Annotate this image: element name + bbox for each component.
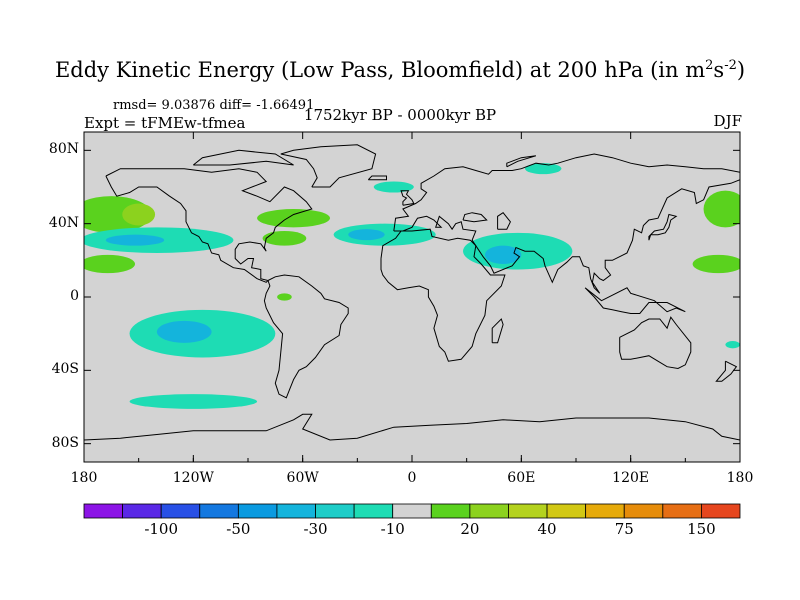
coastline-africa <box>380 228 506 362</box>
lat-label: 40N <box>48 214 79 231</box>
lat-label: 80S <box>51 434 79 451</box>
colorbar-swatch <box>353 503 394 519</box>
anomaly-field <box>84 163 740 409</box>
anomaly-region-negative <box>105 234 165 246</box>
anomaly-region-negative <box>725 341 740 349</box>
coastline-black-sea <box>462 212 488 223</box>
coastline-hudson-islands <box>192 149 294 166</box>
colorbar-swatch <box>199 503 239 519</box>
experiment-label: Expt = tFMEw-tfmea <box>84 114 246 132</box>
colorbar-swatch <box>392 503 432 519</box>
lon-label: 180 <box>726 470 754 486</box>
axis-ticks <box>83 132 741 462</box>
coastlines <box>84 144 740 441</box>
coastline-greenland <box>280 144 377 188</box>
season-label: DJF <box>713 112 742 130</box>
coastline-iceland <box>367 175 387 181</box>
lat-label: 40S <box>51 361 79 378</box>
colorbar-swatch <box>662 503 702 519</box>
colorbar-swatch <box>83 503 123 519</box>
colorbar-swatch <box>623 503 664 519</box>
coastline-europe-asia <box>393 153 740 294</box>
anomaly-region-negative <box>484 245 522 264</box>
colorbar-swatch <box>160 503 201 519</box>
lon-label: 60E <box>507 470 536 486</box>
coastline-south-america <box>263 274 349 399</box>
anomaly-region-negative <box>373 181 414 193</box>
colorbar-swatch <box>276 503 316 519</box>
period-label: 1752kyr BP - 0000kyr BP <box>303 106 497 124</box>
lon-label: 120E <box>612 470 650 486</box>
colorbar <box>83 503 741 519</box>
colorbar-label: -10 <box>380 520 405 538</box>
coastline-indonesia <box>584 287 686 314</box>
anomaly-region-negative <box>156 320 212 343</box>
coastline-caspian <box>497 212 511 230</box>
lon-label: 180 <box>70 470 98 486</box>
statistics-label: rmsd= 9.03876 diff= -1.66491 <box>113 98 315 113</box>
lat-label: 0 <box>70 288 79 304</box>
anomaly-region-positive <box>122 203 156 226</box>
colorbar-label: 150 <box>687 520 716 538</box>
coastline-north-america <box>105 168 313 283</box>
colorbar-label: -30 <box>303 520 328 538</box>
anomaly-region-positive <box>692 254 740 274</box>
colorbar-label: 40 <box>537 520 557 538</box>
colorbar-swatch <box>585 503 625 519</box>
coastline-madagascar <box>491 318 504 344</box>
anomaly-region-negative <box>524 163 562 175</box>
anomaly-region-positive <box>257 209 330 228</box>
lon-label: 60W <box>286 470 319 486</box>
colorbar-swatch <box>546 503 587 519</box>
lat-label: 80N <box>48 141 79 158</box>
anomaly-region-positive <box>703 190 740 228</box>
anomaly-region-positive <box>277 293 292 301</box>
colorbar-swatch <box>430 503 471 519</box>
coastline-japan <box>648 213 678 241</box>
coastline-novaya-zemlya <box>506 155 537 168</box>
anomaly-region-negative <box>348 229 385 241</box>
colorbar-swatch <box>469 503 509 519</box>
colorbar-label: -50 <box>226 520 251 538</box>
coastline-antarctica <box>84 413 740 441</box>
anomaly-region-positive <box>262 231 307 246</box>
anomaly-region-negative <box>129 394 258 409</box>
colorbar-label: 75 <box>614 520 634 538</box>
lon-label: 0 <box>407 470 417 486</box>
colorbar-swatch <box>122 503 162 519</box>
anomaly-region-positive <box>84 254 136 274</box>
colorbar-swatch <box>237 503 278 519</box>
colorbar-swatch <box>508 503 548 519</box>
plot-title: Eddy Kinetic Energy (Low Pass, Bloomfiel… <box>54 58 746 82</box>
colorbar-label: -100 <box>144 520 179 538</box>
coastline-british-isles <box>400 190 415 206</box>
colorbar-swatch <box>701 503 741 519</box>
colorbar-label: 20 <box>460 520 480 538</box>
coastline-australia <box>619 316 692 370</box>
colorbar-swatch <box>315 503 355 519</box>
coastline-new-zealand <box>715 360 738 382</box>
lon-label: 120W <box>172 470 214 486</box>
